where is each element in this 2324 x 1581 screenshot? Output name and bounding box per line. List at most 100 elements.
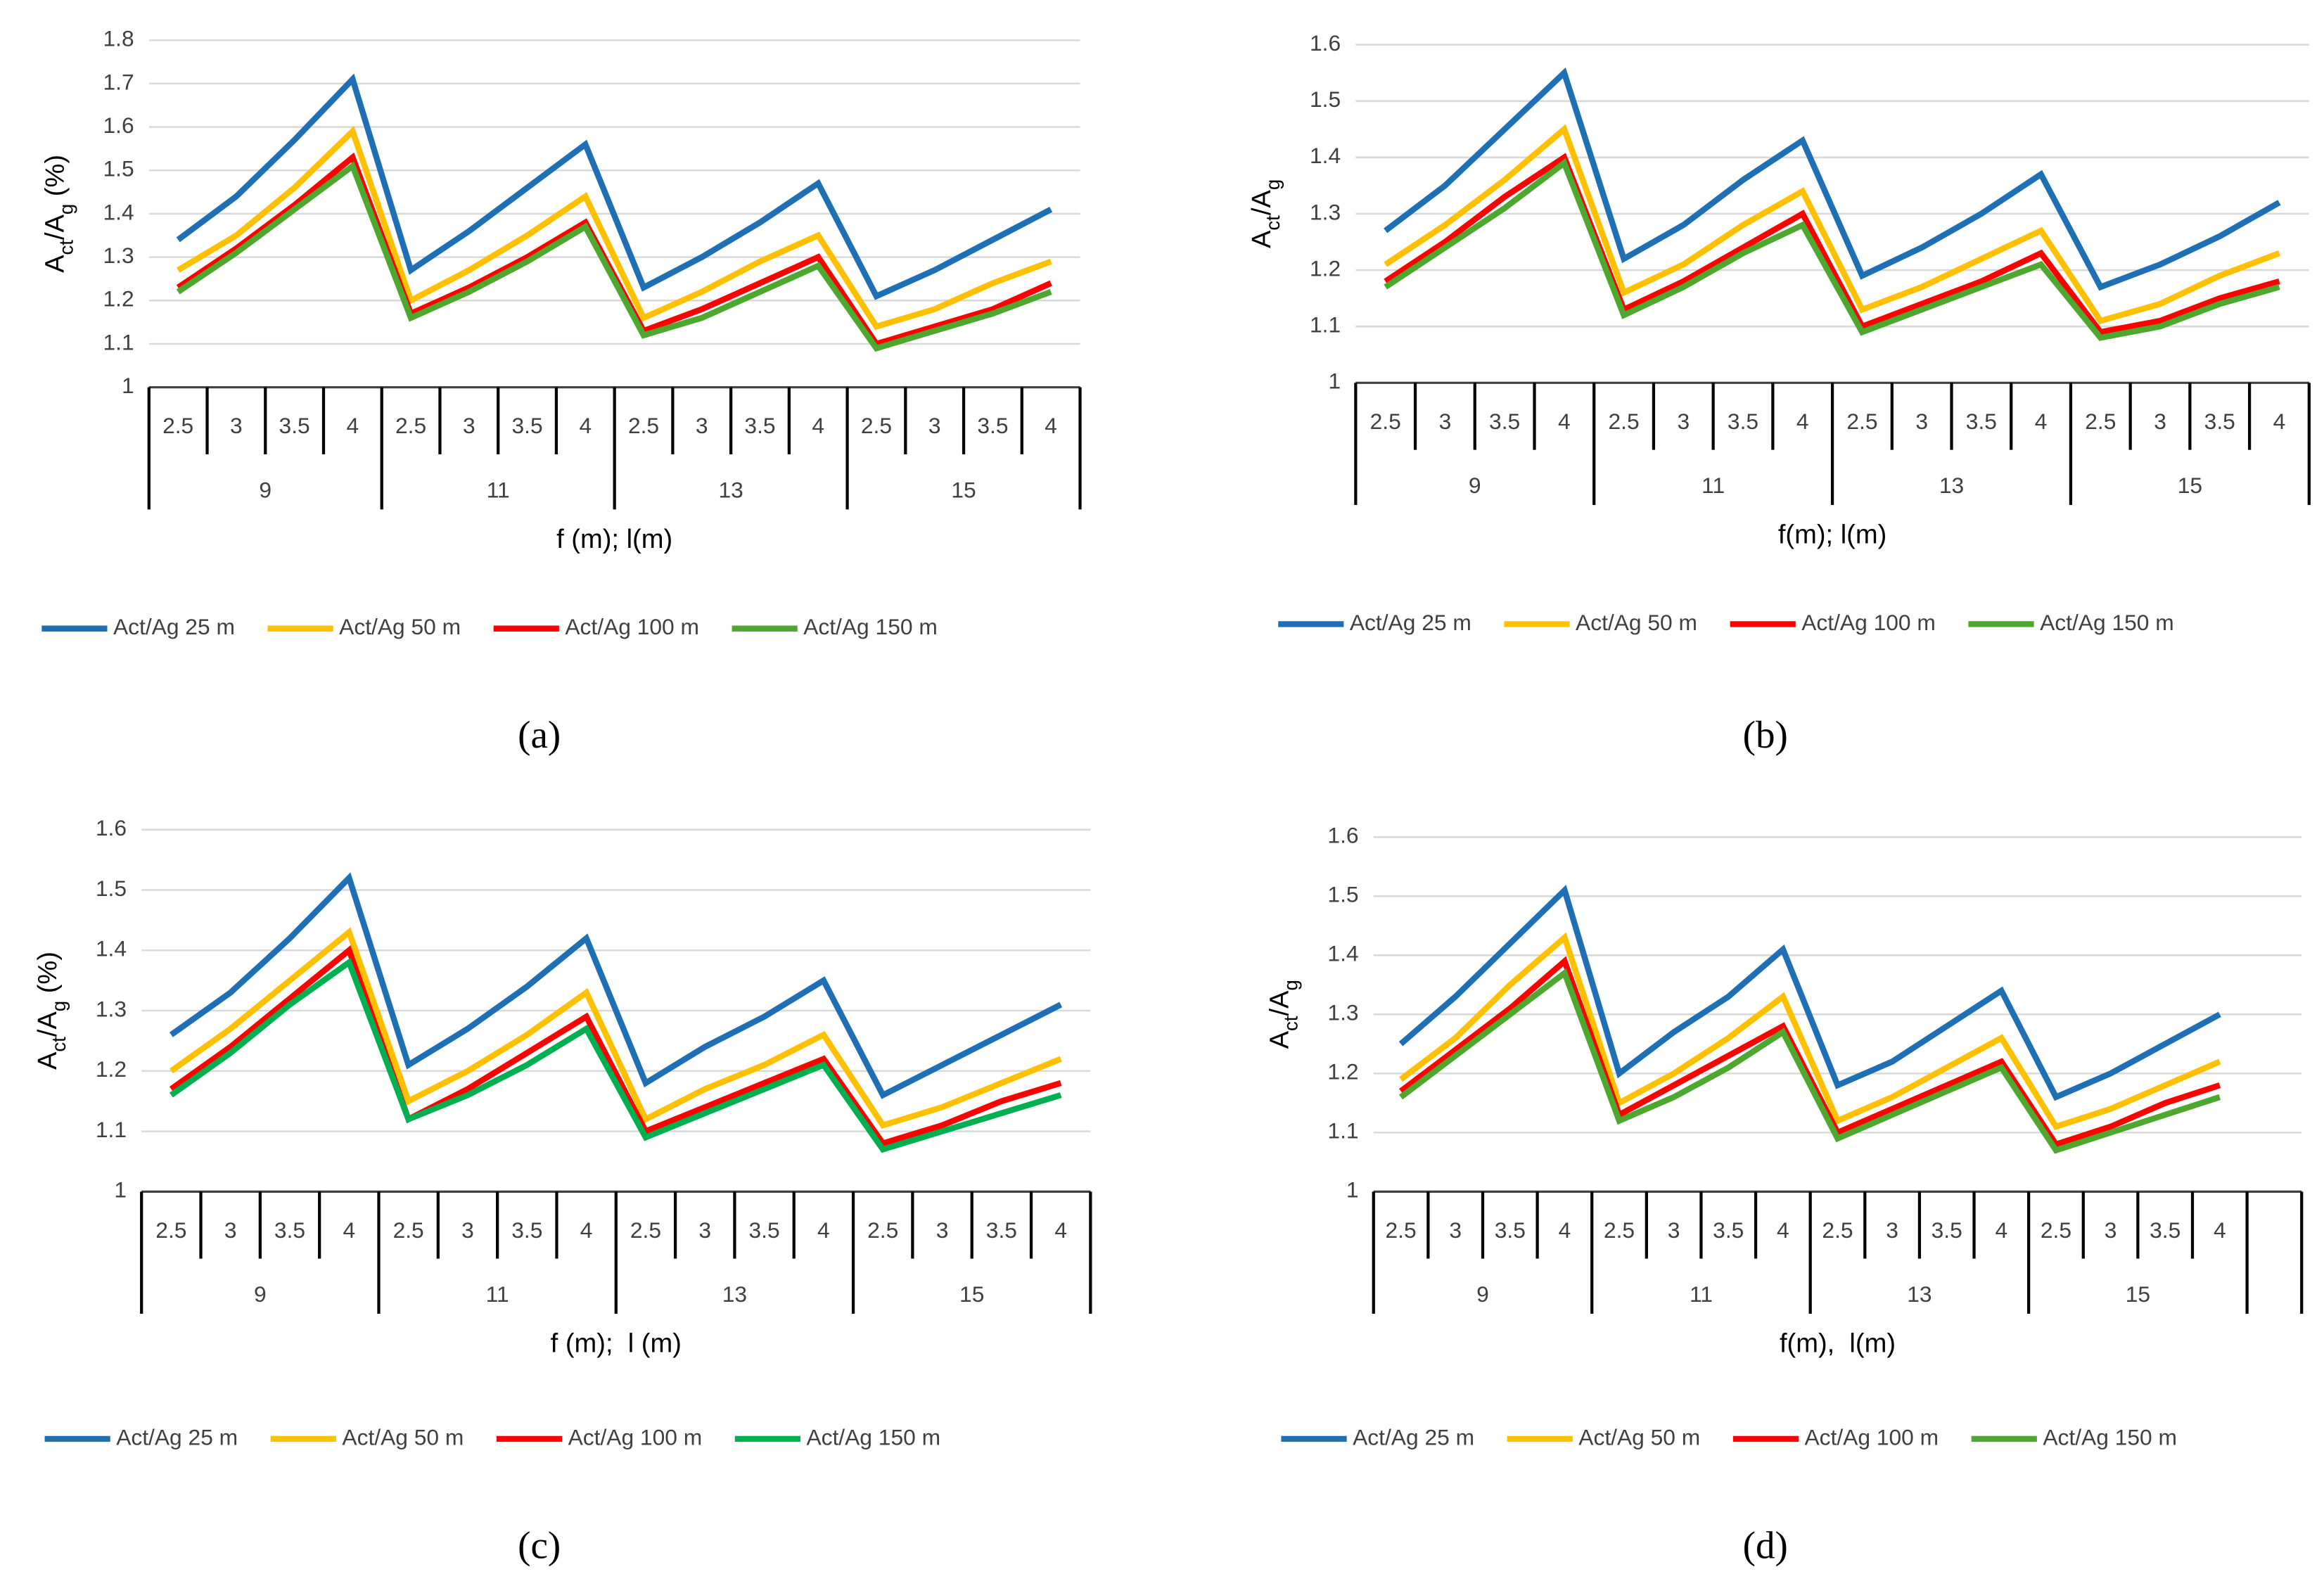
x-group-label: 13 xyxy=(718,477,743,502)
legend-label: Act/Ag 150 m xyxy=(2043,1424,2177,1449)
x-tick-label: 3.5 xyxy=(1966,409,1997,434)
x-group-label: 13 xyxy=(722,1281,747,1307)
x-tick-label: 3 xyxy=(463,413,475,438)
legend-label: Act/Ag 25 m xyxy=(1353,1424,1474,1449)
x-tick-label: 3 xyxy=(2154,409,2166,434)
y-tick-label: 1.3 xyxy=(96,996,127,1021)
x-tick-label: 3 xyxy=(1886,1217,1898,1243)
x-tick-label: 2.5 xyxy=(2041,1217,2071,1243)
series-line xyxy=(1384,158,2280,341)
series-line xyxy=(169,927,1062,1129)
x-tick-label: 3 xyxy=(696,413,708,438)
x-tick-label: 2.5 xyxy=(1608,409,1639,434)
y-tick-label: 1.6 xyxy=(1327,823,1358,848)
legend-label: Act/Ag 150 m xyxy=(803,614,938,639)
y-tick-label: 1.4 xyxy=(1310,143,1341,168)
legend-label: Act/Ag 100 m xyxy=(565,614,699,639)
y-axis-title-part: ct xyxy=(55,240,77,255)
x-tick-label: 3.5 xyxy=(511,413,542,438)
y-tick-label: 1.2 xyxy=(103,286,134,312)
x-tick-label: 2.5 xyxy=(861,413,892,438)
x-group-label: 13 xyxy=(1939,473,1964,498)
y-axis-title-part: g xyxy=(1279,980,1301,990)
y-tick-label: 1.4 xyxy=(1327,941,1358,966)
legend-label: Act/Ag 100 m xyxy=(568,1424,703,1449)
series-line xyxy=(1384,124,2280,325)
x-tick-label: 2.5 xyxy=(1822,1217,1853,1243)
x-group-label: 11 xyxy=(487,477,510,502)
x-tick-label: 3.5 xyxy=(986,1217,1017,1243)
y-tick-label: 1.5 xyxy=(1327,882,1358,907)
y-axis-title-part: (%) xyxy=(32,952,63,1001)
y-tick-label: 1.6 xyxy=(103,113,134,138)
x-tick-label: 3 xyxy=(224,1217,237,1243)
y-tick-label: 1.4 xyxy=(103,199,134,224)
y-axis-title-part: g xyxy=(55,204,77,215)
x-tick-label: 3 xyxy=(1677,409,1690,434)
x-tick-label: 3 xyxy=(2105,1217,2117,1243)
y-axis-title: Act/Ag (%) xyxy=(32,952,70,1070)
series-line xyxy=(169,872,1063,1099)
series-line xyxy=(1384,153,2280,335)
x-group-label: 9 xyxy=(254,1281,267,1307)
y-tick-label: 1.6 xyxy=(96,815,127,840)
y-axis-title-part: (%) xyxy=(40,155,70,204)
legend-label: Act/Ag 50 m xyxy=(1578,1424,1700,1449)
x-tick-label: 2.5 xyxy=(2085,409,2116,434)
x-tick-label: 3.5 xyxy=(274,1217,305,1243)
x-tick-label: 3.5 xyxy=(1932,1217,1962,1243)
y-axis-title-part: g xyxy=(1262,179,1284,190)
x-tick-label: 2.5 xyxy=(1846,409,1877,434)
y-axis-title-part: A xyxy=(1246,230,1277,248)
x-tick-label: 4 xyxy=(1777,1217,1789,1243)
x-tick-label: 2.5 xyxy=(1604,1217,1635,1243)
x-tick-label: 3.5 xyxy=(511,1217,542,1243)
panel-label: (b) xyxy=(1743,713,1788,756)
x-tick-label: 2.5 xyxy=(1385,1217,1416,1243)
y-axis-title-part: A xyxy=(32,1051,63,1070)
x-tick-label: 2.5 xyxy=(393,1217,424,1243)
x-axis-title: f(m); l(m) xyxy=(1778,520,1886,550)
x-tick-label: 4 xyxy=(2273,409,2286,434)
y-tick-label: 1.3 xyxy=(103,243,134,268)
y-tick-label: 1.1 xyxy=(1310,312,1341,338)
x-group-label: 11 xyxy=(1690,1281,1713,1307)
legend-label: Act/Ag 150 m xyxy=(806,1424,940,1449)
x-tick-label: 4 xyxy=(580,1217,593,1243)
x-tick-label: 3 xyxy=(936,1217,949,1243)
x-tick-label: 4 xyxy=(812,413,824,438)
legend-label: Act/Ag 25 m xyxy=(116,1424,238,1449)
panel-label: (a) xyxy=(518,713,561,756)
y-tick-label: 1.6 xyxy=(1310,30,1341,56)
x-tick-label: 3.5 xyxy=(1495,1217,1526,1243)
y-tick-label: 1.5 xyxy=(96,876,127,901)
y-tick-label: 1.8 xyxy=(103,26,134,51)
x-tick-label: 3.5 xyxy=(1489,409,1520,434)
legend-label: Act/Ag 100 m xyxy=(1801,610,1936,635)
y-axis-title-part: /A xyxy=(40,215,70,241)
x-tick-label: 4 xyxy=(579,413,592,438)
panel-label: (d) xyxy=(1743,1523,1788,1566)
x-tick-label: 2.5 xyxy=(867,1217,898,1243)
x-tick-label: 3 xyxy=(698,1217,711,1243)
y-axis-title-part: /A xyxy=(1246,190,1277,216)
x-group-label: 15 xyxy=(951,477,976,502)
x-tick-label: 3.5 xyxy=(749,1217,780,1243)
series-line xyxy=(1398,884,2221,1101)
y-tick-label: 1.7 xyxy=(103,69,134,94)
y-tick-label: 1 xyxy=(122,373,134,398)
y-tick-label: 1 xyxy=(1328,369,1341,394)
x-tick-label: 2.5 xyxy=(1370,409,1401,434)
y-axis-title-part: ct xyxy=(1262,215,1284,231)
series-line xyxy=(1398,932,2221,1131)
x-axis-title: f(m), l(m) xyxy=(1780,1329,1896,1359)
x-tick-label: 2.5 xyxy=(630,1217,661,1243)
x-tick-label: 2.5 xyxy=(162,413,193,438)
x-tick-label: 4 xyxy=(1796,409,1809,434)
panel-label: (c) xyxy=(518,1523,561,1566)
x-tick-label: 4 xyxy=(2035,409,2048,434)
y-axis-title: Act/Ag xyxy=(1264,980,1301,1049)
x-tick-label: 3.5 xyxy=(1728,409,1758,434)
